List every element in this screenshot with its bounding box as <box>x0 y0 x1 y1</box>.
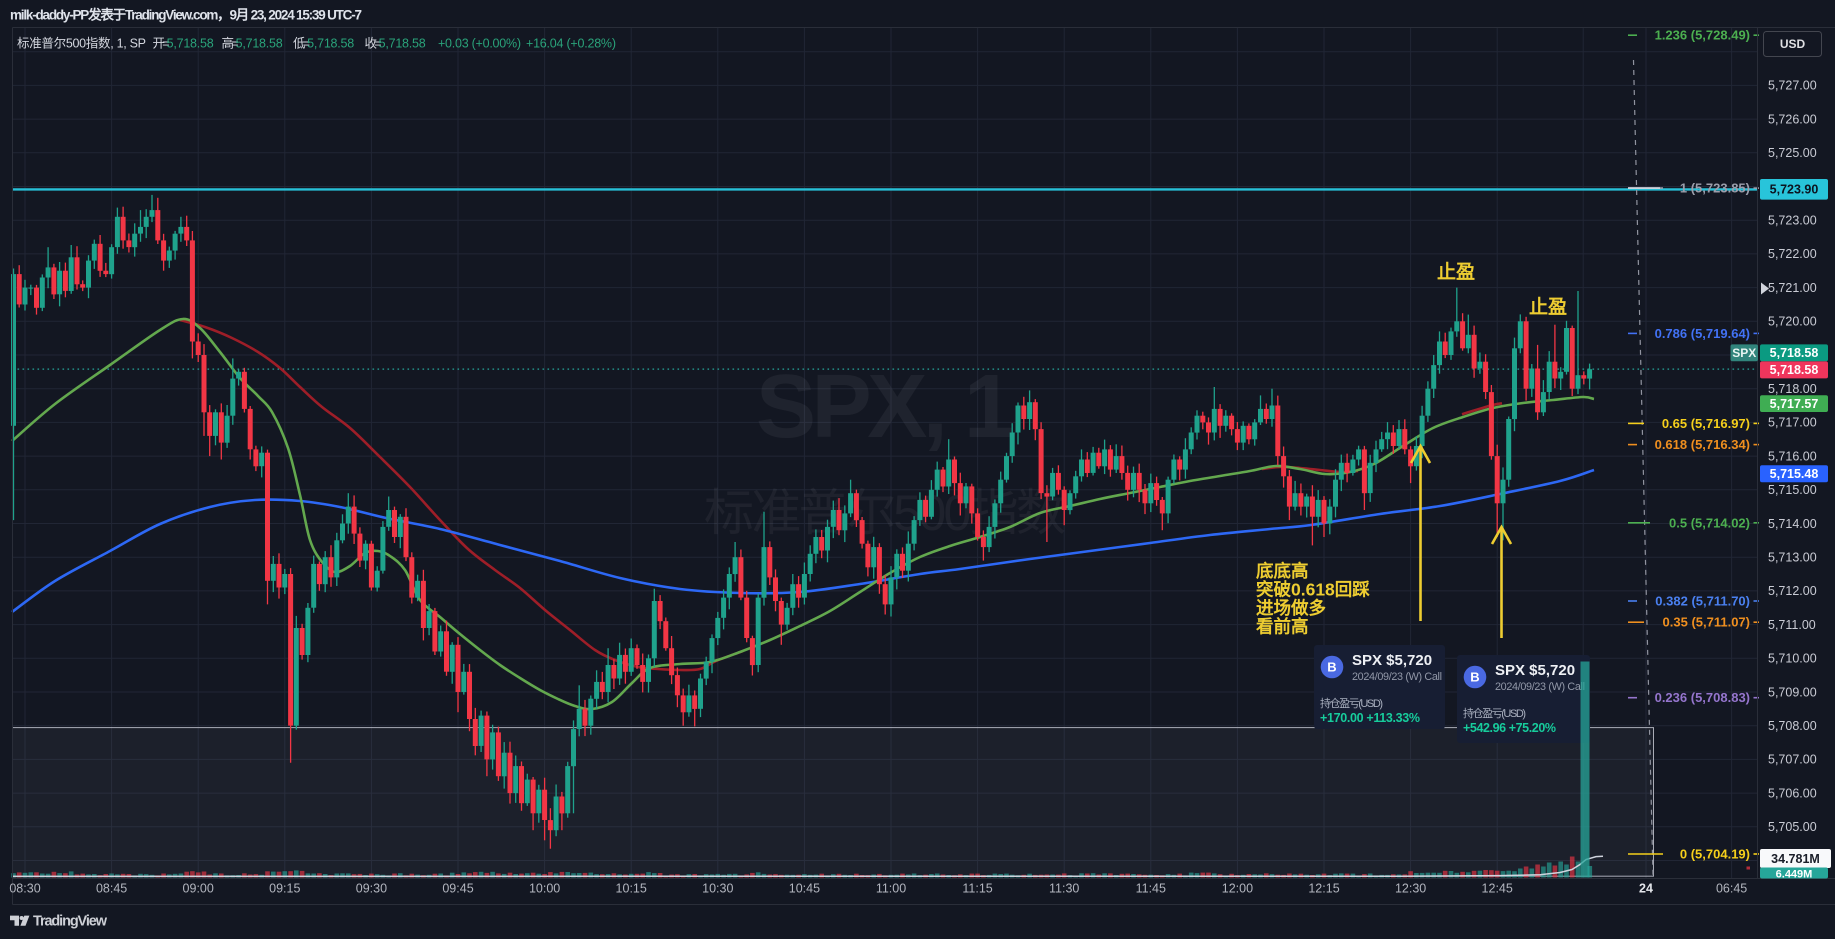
svg-text:1 (5,723.85): 1 (5,723.85) <box>1680 181 1750 196</box>
svg-text:5,723.00: 5,723.00 <box>1768 214 1817 228</box>
svg-text:09:15: 09:15 <box>269 882 300 896</box>
svg-text:进场做多: 进场做多 <box>1256 598 1326 618</box>
svg-text:06:45: 06:45 <box>1716 882 1747 896</box>
svg-text:5,705.00: 5,705.00 <box>1768 820 1817 834</box>
svg-text:5,722.00: 5,722.00 <box>1768 247 1817 261</box>
svg-text:收=5,718.58: 收=5,718.58 <box>365 37 426 51</box>
svg-text:5,715.48: 5,715.48 <box>1770 467 1819 481</box>
svg-text:6.449M: 6.449M <box>1776 868 1813 880</box>
svg-text:止盈: 止盈 <box>1529 296 1567 318</box>
svg-text:12:30: 12:30 <box>1395 882 1426 896</box>
svg-text:5,718.58: 5,718.58 <box>1770 346 1819 360</box>
svg-text:5,712.00: 5,712.00 <box>1768 584 1817 598</box>
svg-text:0.236 (5,708.83): 0.236 (5,708.83) <box>1655 690 1750 705</box>
svg-text:+170.00 +113.33%: +170.00 +113.33% <box>1320 711 1420 725</box>
svg-text:2024/09/23 (W) Call: 2024/09/23 (W) Call <box>1352 671 1442 683</box>
svg-text:08:30: 08:30 <box>9 882 40 896</box>
svg-text:低=5,718.58: 低=5,718.58 <box>293 37 354 51</box>
svg-text:5,716.00: 5,716.00 <box>1768 449 1817 463</box>
svg-text:止盈: 止盈 <box>1437 261 1475 283</box>
svg-text:5,717.57: 5,717.57 <box>1770 397 1819 411</box>
svg-text:milk-daddy-PP发表于TradingView.co: milk-daddy-PP发表于TradingView.com，9月 23, 2… <box>10 7 362 23</box>
svg-text:10:45: 10:45 <box>789 882 820 896</box>
svg-text:5,721.00: 5,721.00 <box>1768 281 1817 295</box>
svg-text:34.781M: 34.781M <box>1771 852 1820 866</box>
svg-text:1.236 (5,728.49): 1.236 (5,728.49) <box>1655 28 1750 43</box>
svg-text:B: B <box>1327 660 1336 675</box>
svg-text:5,714.00: 5,714.00 <box>1768 517 1817 531</box>
svg-text:11:45: 11:45 <box>1136 882 1166 896</box>
svg-text:10:30: 10:30 <box>702 882 733 896</box>
svg-text:+0.03 (+0.00%): +0.03 (+0.00%) <box>438 37 521 51</box>
svg-text:持仓盈亏(USD): 持仓盈亏(USD) <box>1463 706 1526 720</box>
svg-text:11:15: 11:15 <box>962 882 992 896</box>
svg-text:SPX $5,720: SPX $5,720 <box>1352 652 1432 669</box>
svg-text:B: B <box>1470 670 1479 685</box>
svg-text:5,718.00: 5,718.00 <box>1768 382 1817 396</box>
svg-text:TradingView: TradingView <box>33 913 108 929</box>
svg-text:11:30: 11:30 <box>1049 882 1079 896</box>
svg-text:11:00: 11:00 <box>876 882 906 896</box>
svg-text:5,727.00: 5,727.00 <box>1768 79 1817 93</box>
svg-text:5,723.90: 5,723.90 <box>1770 183 1819 197</box>
svg-text:+542.96 +75.20%: +542.96 +75.20% <box>1463 721 1556 735</box>
svg-text:5,718.58: 5,718.58 <box>1770 363 1819 377</box>
svg-text:5,711.00: 5,711.00 <box>1768 618 1816 632</box>
svg-text:5,726.00: 5,726.00 <box>1768 112 1817 126</box>
svg-text:高=5,718.58: 高=5,718.58 <box>222 36 283 51</box>
svg-text:12:00: 12:00 <box>1222 882 1253 896</box>
svg-text:标准普尔500指数, 1, SP: 标准普尔500指数, 1, SP <box>17 36 146 51</box>
svg-text:09:30: 09:30 <box>356 882 387 896</box>
svg-text:24: 24 <box>1639 882 1653 896</box>
svg-text:5,725.00: 5,725.00 <box>1768 146 1817 160</box>
svg-text:看前高: 看前高 <box>1255 617 1309 637</box>
svg-text:5,715.00: 5,715.00 <box>1768 483 1817 497</box>
svg-text:08:45: 08:45 <box>96 882 127 896</box>
svg-text:0.35 (5,711.07): 0.35 (5,711.07) <box>1663 615 1750 630</box>
svg-text:09:00: 09:00 <box>183 882 214 896</box>
svg-text:0.786 (5,719.64): 0.786 (5,719.64) <box>1655 326 1750 341</box>
svg-text:USD: USD <box>1780 37 1806 51</box>
svg-text:10:00: 10:00 <box>529 882 560 896</box>
svg-text:SPX, 1: SPX, 1 <box>756 357 1014 457</box>
svg-text:5,720.00: 5,720.00 <box>1768 315 1817 329</box>
svg-text:5,717.00: 5,717.00 <box>1768 416 1817 430</box>
svg-text:12:15: 12:15 <box>1308 882 1339 896</box>
svg-text:底底高: 底底高 <box>1256 561 1309 581</box>
svg-text:5,708.00: 5,708.00 <box>1768 719 1817 733</box>
svg-text:0.618 (5,716.34): 0.618 (5,716.34) <box>1655 437 1750 452</box>
svg-text:0.65 (5,716.97): 0.65 (5,716.97) <box>1662 416 1750 431</box>
svg-text:09:45: 09:45 <box>442 882 473 896</box>
svg-text:2024/09/23 (W) Call: 2024/09/23 (W) Call <box>1495 681 1585 693</box>
svg-text:0.5 (5,714.02): 0.5 (5,714.02) <box>1669 515 1750 530</box>
svg-text:5,709.00: 5,709.00 <box>1768 685 1817 699</box>
svg-text:5,706.00: 5,706.00 <box>1768 786 1817 800</box>
svg-text:持仓盈亏(USD): 持仓盈亏(USD) <box>1320 696 1383 710</box>
svg-text:SPX $5,720: SPX $5,720 <box>1495 662 1575 679</box>
svg-text:突破0.618回踩: 突破0.618回踩 <box>1256 580 1370 600</box>
svg-text:10:15: 10:15 <box>616 882 647 896</box>
svg-text:5,710.00: 5,710.00 <box>1768 652 1817 666</box>
svg-text:0.382 (5,711.70): 0.382 (5,711.70) <box>1655 594 1750 609</box>
svg-text:标准普尔500指数: 标准普尔500指数 <box>704 485 1066 541</box>
svg-text:12:45: 12:45 <box>1482 882 1513 896</box>
svg-text:5,713.00: 5,713.00 <box>1768 551 1817 565</box>
svg-text:5,707.00: 5,707.00 <box>1768 753 1817 767</box>
svg-text:开=5,718.58: 开=5,718.58 <box>153 37 214 51</box>
svg-text:0 (5,704.19): 0 (5,704.19) <box>1680 847 1750 862</box>
svg-text:+16.04 (+0.28%): +16.04 (+0.28%) <box>526 37 616 51</box>
svg-text:SPX: SPX <box>1732 346 1756 360</box>
